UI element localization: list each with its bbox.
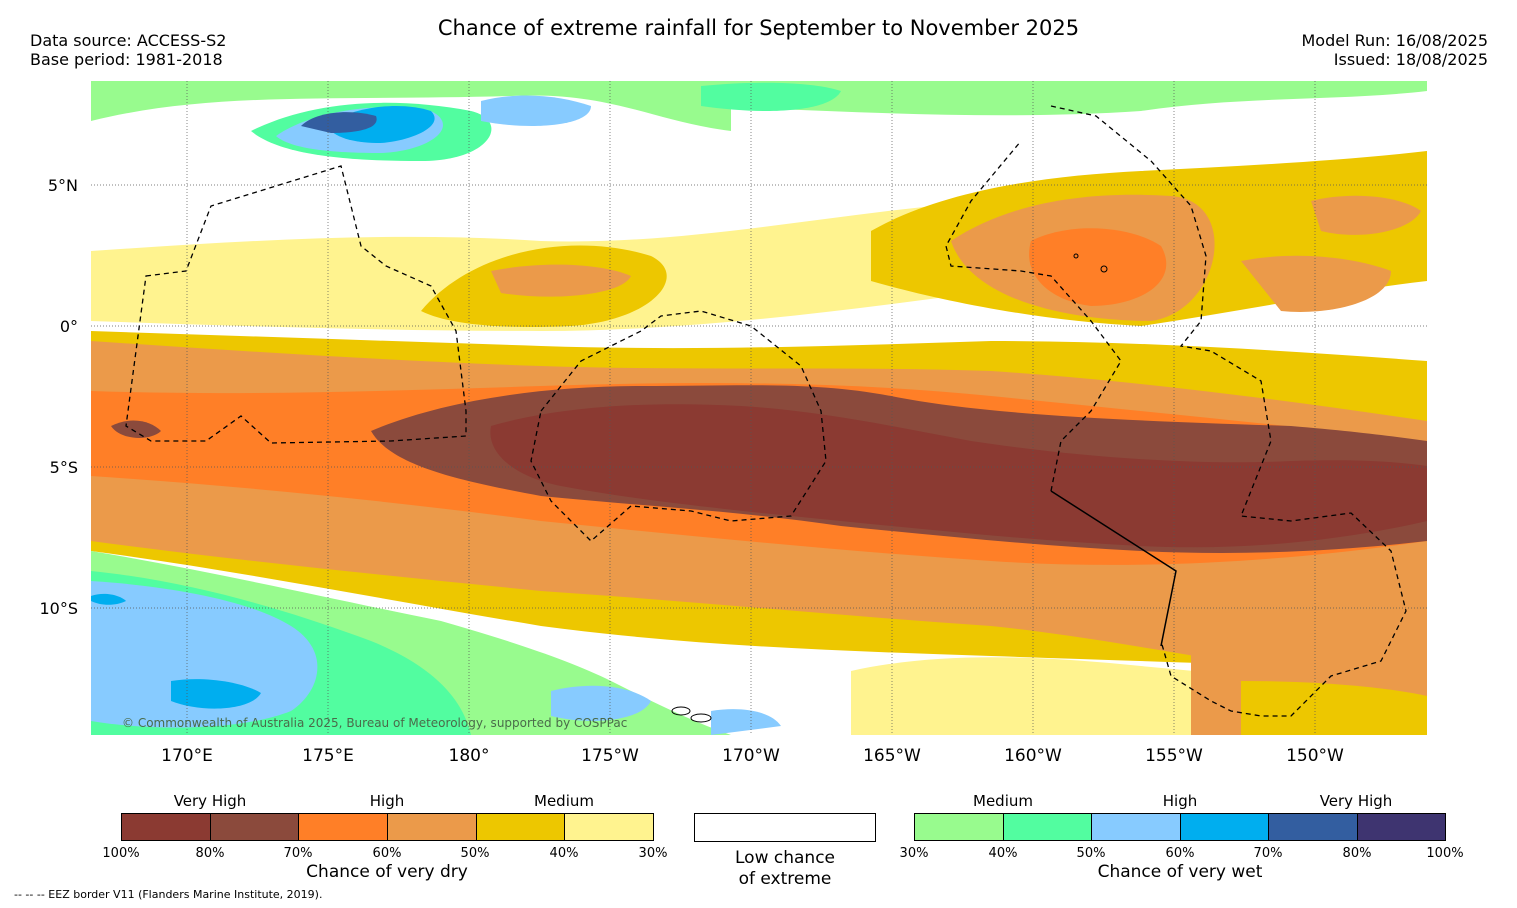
lon-label: 160°W xyxy=(1004,746,1062,766)
lat-label: 10°S xyxy=(39,599,78,618)
wet-tick: 80% xyxy=(1342,846,1372,861)
wet-seg-6 xyxy=(1357,814,1445,840)
wet-tick: 100% xyxy=(1426,846,1464,861)
dry-seg-5 xyxy=(476,814,566,840)
lat-label: 0° xyxy=(59,317,78,336)
wet-group-high: High xyxy=(1162,792,1198,810)
wet-seg-2 xyxy=(1003,814,1092,840)
meta-left: Data source: ACCESS-S2 Base period: 1981… xyxy=(30,31,226,69)
lon-label: 175°E xyxy=(302,746,354,766)
wet-seg-1 xyxy=(915,814,1004,840)
wet-tick: 40% xyxy=(988,846,1018,861)
lat-label: 5°N xyxy=(47,176,78,195)
dry-seg-3 xyxy=(299,814,389,840)
wet-tick: 60% xyxy=(1165,846,1195,861)
wet-tick: 30% xyxy=(899,846,929,861)
wet-colorbar xyxy=(914,813,1446,841)
lon-label: 180° xyxy=(448,746,490,766)
lon-label: 170°E xyxy=(161,746,213,766)
wet-group-medium: Medium xyxy=(973,792,1033,810)
lon-label: 170°W xyxy=(722,746,780,766)
model-run: Model Run: 16/08/2025 xyxy=(1301,31,1489,50)
eez-footnote: -- -- -- EEZ border V11 (Flanders Marine… xyxy=(14,888,323,901)
lon-label: 165°W xyxy=(863,746,921,766)
dry-caption: Chance of very dry xyxy=(306,862,468,882)
lat-label: 5°S xyxy=(49,458,78,477)
wet-group-very-high: Very High xyxy=(1319,792,1393,810)
wet-seg-3 xyxy=(1092,814,1181,840)
base-period: Base period: 1981-2018 xyxy=(30,50,223,69)
dry-seg-2 xyxy=(210,814,300,840)
dry-tick: 30% xyxy=(638,846,668,861)
meta-right: Model Run: 16/08/2025 Issued: 18/08/2025 xyxy=(1302,31,1489,69)
low-chance-line1: Low chance xyxy=(735,848,835,868)
wet-tick: 70% xyxy=(1253,846,1283,861)
rainfall-map xyxy=(91,81,1427,735)
dry-group-medium: Medium xyxy=(534,792,594,810)
lon-label: 175°W xyxy=(581,746,639,766)
dry-colorbar xyxy=(121,813,654,841)
low-chance-caption: Low chance of extreme xyxy=(685,848,885,890)
issued-date: Issued: 18/08/2025 xyxy=(1333,50,1488,69)
dry-seg-1 xyxy=(122,814,211,840)
low-chance-swatch xyxy=(694,813,876,842)
dry-tick: 70% xyxy=(283,846,313,861)
eez-borders xyxy=(125,105,1407,717)
data-source: Data source: ACCESS-S2 xyxy=(30,31,227,50)
wet-seg-4 xyxy=(1180,814,1269,840)
wet-seg-5 xyxy=(1269,814,1358,840)
dry-group-very-high: Very High xyxy=(173,792,247,810)
copyright-notice: © Commonwealth of Australia 2025, Bureau… xyxy=(122,716,628,730)
lon-label: 150°W xyxy=(1286,746,1344,766)
dry-group-high: High xyxy=(369,792,405,810)
wet-tick: 50% xyxy=(1076,846,1106,861)
wet-caption: Chance of very wet xyxy=(1097,862,1263,882)
rainfall-map-svg xyxy=(91,81,1427,735)
lon-label: 155°W xyxy=(1145,746,1203,766)
dry-tick: 100% xyxy=(102,846,140,861)
dry-tick: 80% xyxy=(195,846,225,861)
dry-seg-4 xyxy=(388,814,477,840)
dry-seg-6 xyxy=(565,814,654,840)
low-chance-line2: of extreme xyxy=(738,869,832,889)
dry-tick: 50% xyxy=(460,846,490,861)
dry-tick: 60% xyxy=(372,846,402,861)
map-title: Chance of extreme rainfall for September… xyxy=(437,16,1080,40)
dry-tick: 40% xyxy=(549,846,579,861)
